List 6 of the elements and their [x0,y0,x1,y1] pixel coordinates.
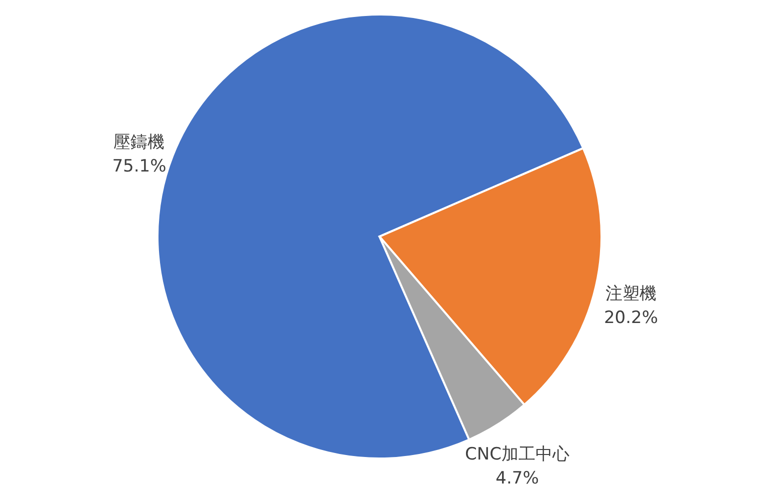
data-label: 20.2% [604,308,658,328]
slice-label: 壓鑄機 [114,132,165,152]
slice-label: 注塑機 [605,284,656,304]
slice-label: CNC加工中心 [465,444,570,465]
data-label: 75.1% [112,156,166,176]
data-label: 4.7% [496,468,539,489]
